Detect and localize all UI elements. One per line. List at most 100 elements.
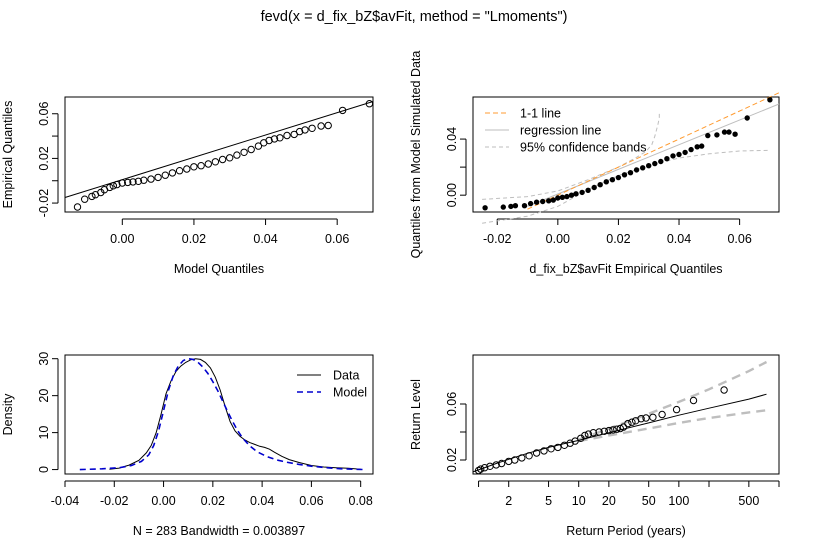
data-point xyxy=(118,179,127,187)
y-axis-label: Quantiles from Model Simulated Data xyxy=(409,51,423,259)
data-point xyxy=(254,142,263,150)
y-tick-label: -0.02 xyxy=(37,189,51,218)
plot-frame xyxy=(472,96,780,213)
data-point xyxy=(283,131,291,140)
data-point xyxy=(566,439,574,447)
legend-confidence-bands-label: 95% confidence bands xyxy=(520,141,646,155)
x-tick-label: 0.06 xyxy=(299,494,323,508)
data-point xyxy=(88,192,96,201)
data-point xyxy=(615,174,622,181)
data-point xyxy=(532,449,541,457)
data-point xyxy=(247,145,255,154)
data-point xyxy=(568,192,575,198)
data-point xyxy=(573,191,579,197)
data-point xyxy=(161,171,170,179)
data-point xyxy=(670,153,676,159)
x-tick-label: 10 xyxy=(572,494,586,508)
y-tick-label: 0.06 xyxy=(37,102,51,126)
density-panel: -0.04 -0.02 0.00 0.02 0.04 0.06 0.08 0 10 20 30 N =… xyxy=(1,352,374,538)
data-point xyxy=(649,413,657,421)
data-point xyxy=(508,203,514,210)
x-tick-label: 0.08 xyxy=(349,494,373,508)
data-point xyxy=(595,428,603,436)
data-point xyxy=(726,129,732,135)
data-point xyxy=(600,427,608,435)
y-tick-label: 0.02 xyxy=(37,146,51,170)
x-tick-label: 500 xyxy=(738,494,759,508)
data-point xyxy=(699,143,705,149)
data-point xyxy=(301,126,309,134)
data-point xyxy=(624,419,632,428)
x-tick-label: 0.00 xyxy=(151,494,175,508)
x-tick-label: -0.02 xyxy=(100,494,129,508)
y-axis-label: Return Level xyxy=(409,379,423,450)
plot-frame xyxy=(64,354,374,475)
data-point xyxy=(204,160,213,168)
data-point xyxy=(581,431,589,440)
data-point xyxy=(555,195,561,201)
x-tick-label: 2 xyxy=(505,494,512,508)
y-tick-label: 0.04 xyxy=(445,127,459,151)
data-point xyxy=(597,182,603,188)
data-point xyxy=(497,459,506,468)
data-point xyxy=(474,466,483,475)
data-point xyxy=(605,426,613,435)
data-point xyxy=(211,158,220,166)
data-point xyxy=(554,443,562,452)
data-point xyxy=(658,410,666,419)
data-point xyxy=(511,456,519,464)
data-point xyxy=(546,198,552,204)
data-point xyxy=(218,155,227,164)
figure-title: fevd(x = d_fix_bZ$avFit, method = "Lmome… xyxy=(261,9,568,25)
one-to-one-line xyxy=(527,92,780,210)
data-point xyxy=(527,200,534,207)
confidence-band-lower xyxy=(482,149,770,224)
data-point xyxy=(134,177,143,186)
data-point xyxy=(308,124,316,133)
data-point xyxy=(140,176,148,184)
data-point xyxy=(591,184,597,191)
data-point xyxy=(190,163,198,171)
data-point xyxy=(73,203,82,211)
data-point xyxy=(540,198,546,205)
x-tick-label: 0.00 xyxy=(110,232,134,246)
data-point xyxy=(714,132,720,138)
density-line-data xyxy=(109,358,361,470)
qq-model-panel: 0.00 0.02 0.04 0.06 -0.02 0.02 0.06 Model Quant… xyxy=(1,96,374,276)
return-level-fit-line xyxy=(472,393,767,473)
x-tick-label: 0.02 xyxy=(201,494,225,508)
data-point xyxy=(270,135,279,143)
y-tick-label: 0.00 xyxy=(445,183,459,207)
data-point xyxy=(767,97,773,103)
data-point xyxy=(720,386,728,394)
data-point xyxy=(652,160,658,167)
data-point xyxy=(147,175,155,183)
data-point xyxy=(317,122,325,130)
qq-simulated-panel: -0.02 0.00 0.02 0.04 0.06 0.00 0.04 d_fix_bZ$av… xyxy=(409,51,780,276)
x-tick-label: 0.00 xyxy=(546,232,570,246)
data-point xyxy=(633,167,640,173)
lower-ci-line xyxy=(578,409,767,443)
x-tick-label: 0.02 xyxy=(606,232,630,246)
data-point xyxy=(81,195,89,203)
data-point xyxy=(197,162,205,170)
x-tick-label: 0.04 xyxy=(667,232,691,246)
data-point xyxy=(672,405,681,414)
data-point xyxy=(637,415,645,423)
data-point xyxy=(129,178,137,186)
data-point xyxy=(559,194,566,201)
data-point xyxy=(628,418,636,426)
x-tick-label: -0.04 xyxy=(51,494,80,508)
plot-frame xyxy=(472,354,780,475)
x-axis-label: Model Quantiles xyxy=(174,262,264,276)
data-point xyxy=(265,136,273,145)
data-point xyxy=(603,179,609,185)
y-tick-label: 0 xyxy=(37,466,51,473)
data-point xyxy=(547,445,555,453)
data-point xyxy=(694,144,700,150)
data-point xyxy=(183,165,191,173)
data-point xyxy=(124,178,132,187)
y-tick-label: 0.06 xyxy=(445,392,459,416)
data-point xyxy=(744,115,750,121)
data-point xyxy=(365,100,374,108)
